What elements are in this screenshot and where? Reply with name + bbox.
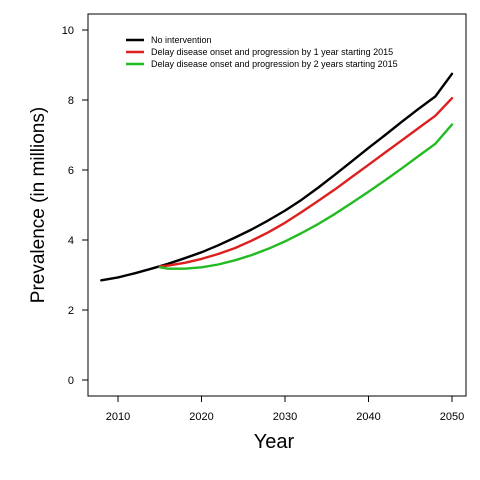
series-line-1 — [100, 72, 454, 282]
legend-label-3: Delay disease onset and progression by 2… — [151, 59, 398, 69]
legend-label-2: Delay disease onset and progression by 1… — [151, 47, 393, 57]
x-tick-label: 2050 — [440, 411, 464, 423]
y-tick-label: 10 — [62, 25, 74, 37]
y-tick-label: 8 — [68, 95, 74, 107]
axes: 2010 2020 2030 2040 2050 0 2 4 6 8 10 — [62, 13, 467, 423]
y-axis-title: Prevalence (in millions) — [28, 107, 49, 303]
y-tick-label: 2 — [68, 305, 74, 317]
plot-frame — [87, 13, 467, 397]
legend-label-1: No intervention — [151, 35, 212, 45]
y-tick-label: 6 — [68, 165, 74, 177]
series-layer — [100, 72, 454, 282]
x-axis-title: Year — [254, 431, 295, 453]
x-tick-label: 2020 — [189, 411, 213, 423]
legend: No intervention Delay disease onset and p… — [126, 35, 398, 69]
y-tick-label: 4 — [68, 235, 74, 247]
x-tick-label: 2010 — [106, 411, 130, 423]
y-tick-label: 0 — [68, 375, 74, 387]
x-tick-label: 2040 — [356, 411, 380, 423]
series-line-2 — [158, 96, 454, 268]
x-tick-label: 2030 — [273, 411, 297, 423]
series-line-3 — [158, 123, 454, 270]
